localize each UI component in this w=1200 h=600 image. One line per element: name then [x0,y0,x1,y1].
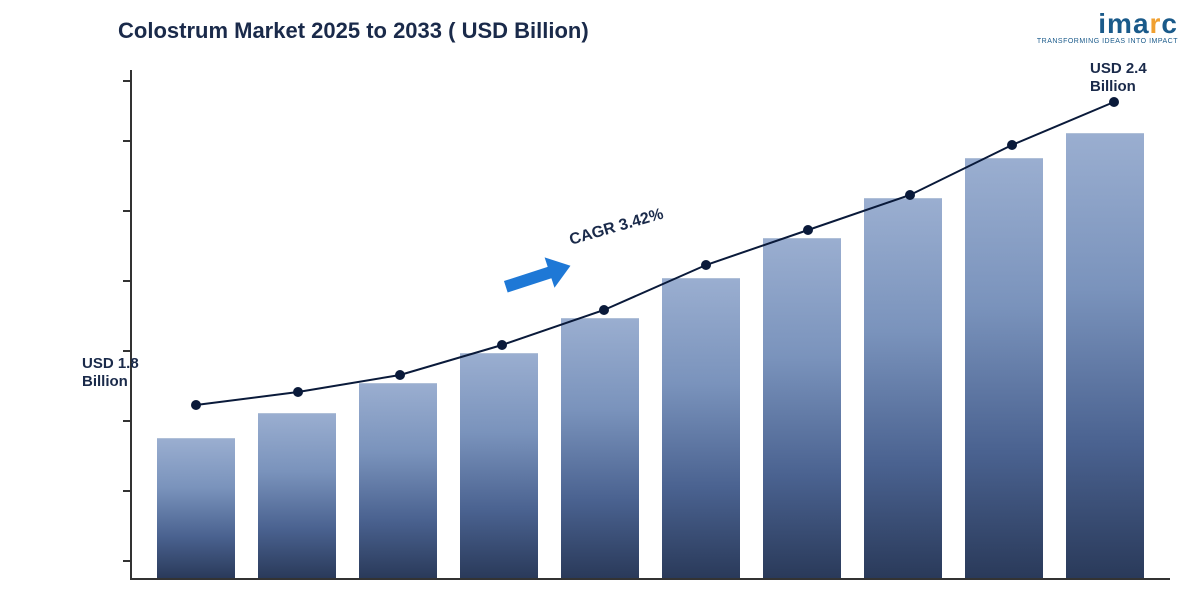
chart-title: Colostrum Market 2025 to 2033 ( USD Bill… [118,18,589,44]
bar [258,413,336,578]
logo-pre: ima [1098,8,1149,39]
logo-text: imarc [1037,8,1178,40]
bars-group [130,70,1170,578]
end-value-label: USD 2.4 Billion [1090,60,1147,96]
x-axis [130,578,1170,580]
plot-area: USD 1.8 Billion USD 2.4 Billion CAGR 3.4… [130,70,1170,580]
bar [1066,133,1144,578]
bar [157,438,235,578]
start-value-line1: USD 1.8 [82,355,139,372]
bar [359,383,437,578]
start-value-line2: Billion [82,373,128,390]
bar [561,318,639,578]
bar [965,158,1043,578]
logo-post: c [1161,8,1178,39]
end-value-line2: Billion [1090,78,1136,95]
bar [662,278,740,578]
bar [763,238,841,578]
brand-logo: imarc TRANSFORMING IDEAS INTO IMPACT [1037,8,1178,45]
chart-container: Colostrum Market 2025 to 2033 ( USD Bill… [0,0,1200,600]
logo-tagline: TRANSFORMING IDEAS INTO IMPACT [1037,38,1178,45]
bar [864,198,942,578]
bar [460,353,538,578]
start-value-label: USD 1.8 Billion [82,355,139,391]
logo-accent: r [1150,8,1162,39]
end-value-line1: USD 2.4 [1090,60,1147,77]
